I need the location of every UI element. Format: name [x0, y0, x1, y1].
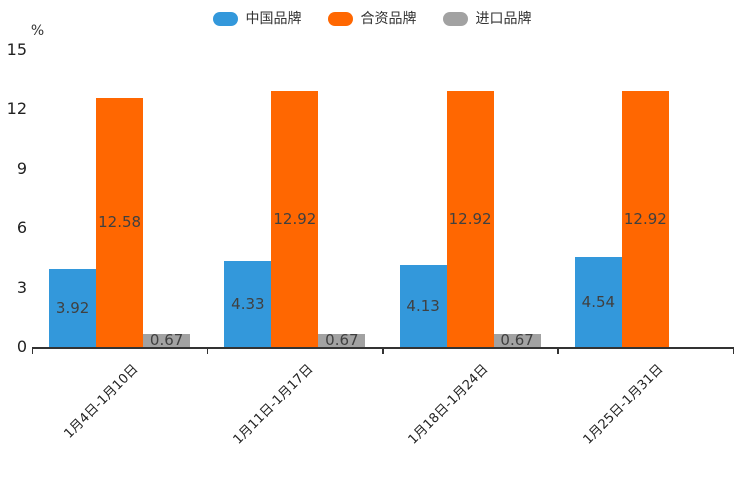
x-axis-category-label: 1月18日-1月24日 — [405, 361, 492, 448]
x-axis-category-label: 1月11日-1月17日 — [230, 361, 317, 448]
bar-value-label: 12.92 — [448, 209, 492, 228]
bar-series-2-cat-1[interactable]: 0.67 — [318, 330, 366, 349]
bar-value-label: 12.92 — [623, 209, 667, 228]
x-axis-tick — [557, 347, 559, 354]
x-axis-category-label: 1月4日-1月10日 — [61, 361, 142, 442]
bar-value-label: 0.67 — [500, 330, 534, 349]
legend-item-series-1[interactable]: 合资品牌 — [327, 9, 417, 29]
bar-value-label: 3.92 — [55, 298, 90, 317]
bar-series-2-cat-2[interactable]: 0.67 — [493, 330, 541, 349]
bar-value-label: 12.58 — [98, 212, 142, 231]
x-axis-category-label: 1月25日-1月31日 — [581, 361, 667, 448]
bar-series-0-cat-3[interactable]: 4.54 — [574, 257, 622, 347]
legend-item-series-0[interactable]: 中国品牌 — [212, 9, 302, 29]
bar-value-label: 4.54 — [581, 292, 616, 311]
legend-item-series-2[interactable]: 进口品牌 — [442, 9, 532, 29]
x-axis-tick — [31, 347, 33, 354]
bar-series-1-cat-1[interactable]: 12.92 — [271, 91, 319, 347]
bar-value-label: 4.13 — [406, 296, 440, 315]
y-axis-tick-label: 0 — [16, 337, 27, 356]
legend-label: 进口品牌 — [475, 11, 532, 27]
y-axis-tick-label: 6 — [16, 218, 27, 238]
legend-label: 中国品牌 — [245, 11, 302, 27]
bar-series-1-cat-0[interactable]: 12.58 — [96, 97, 144, 347]
y-axis-tick-label: 15 — [6, 40, 27, 59]
legend-swatch-icon — [212, 12, 238, 26]
y-axis-tick-label: 3 — [16, 277, 27, 297]
bar-value-label: 4.33 — [231, 294, 265, 313]
bar-series-0-cat-0[interactable]: 3.92 — [49, 269, 97, 347]
bar-value-label: 12.92 — [273, 209, 317, 228]
x-axis-tick — [382, 347, 384, 354]
bar-series-0-cat-2[interactable]: 4.13 — [399, 265, 447, 347]
bar-series-1-cat-2[interactable]: 12.92 — [446, 91, 494, 347]
bar-value-label: 0.67 — [149, 330, 184, 349]
legend-swatch-icon — [327, 12, 353, 26]
y-axis-tick-label: 9 — [16, 158, 27, 178]
bar-series-0-cat-1[interactable]: 4.33 — [224, 261, 272, 347]
legend-label: 合资品牌 — [360, 11, 417, 27]
bar-series-1-cat-3[interactable]: 12.92 — [621, 91, 669, 347]
y-axis-tick-label: 12 — [6, 99, 27, 119]
x-axis-tick — [206, 347, 209, 354]
x-axis-tick — [732, 347, 734, 354]
bar-series-2-cat-0[interactable]: 0.67 — [143, 330, 191, 349]
y-axis-unit-label: % — [30, 23, 45, 39]
legend-swatch-icon — [442, 12, 468, 26]
legend: 中国品牌 合资品牌 进口品牌 — [0, 8, 744, 30]
bar-value-label: 0.67 — [325, 330, 359, 349]
